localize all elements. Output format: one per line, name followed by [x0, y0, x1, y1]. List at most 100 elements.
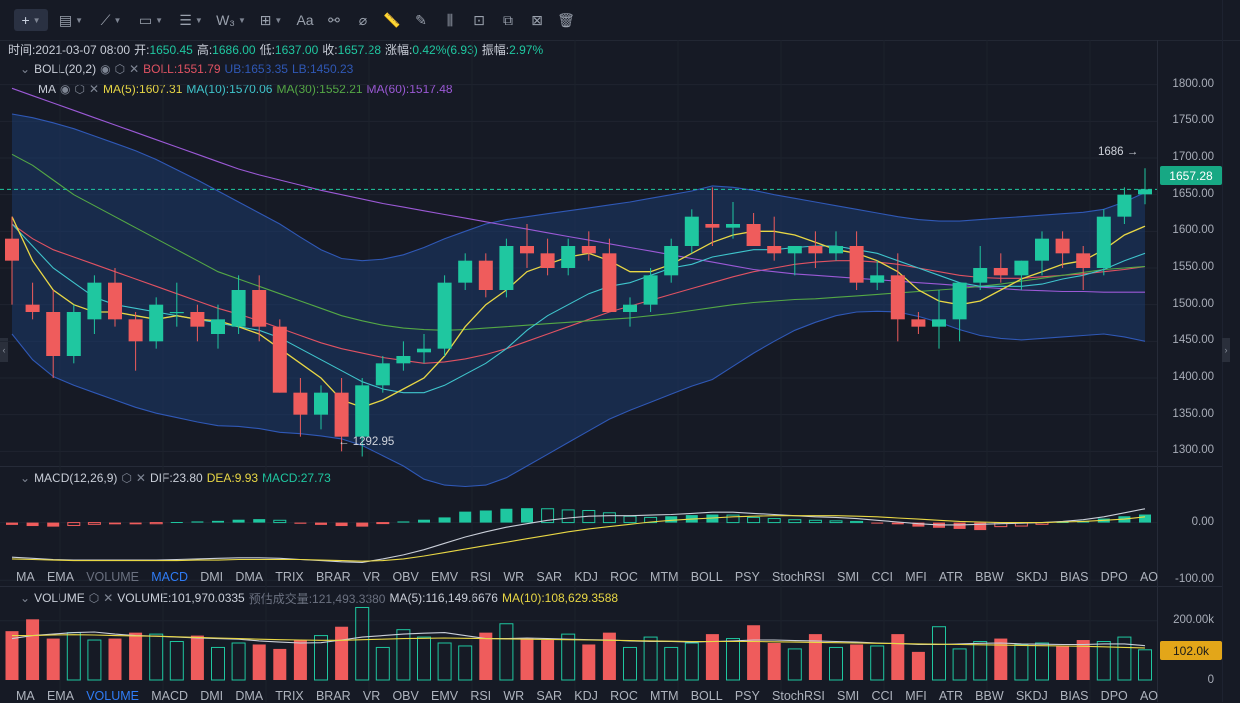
collapse-chevron-icon[interactable]: ⌄: [20, 62, 31, 76]
indicator-tab-cci[interactable]: CCI: [871, 570, 893, 584]
indicator-tab-atr[interactable]: ATR: [938, 689, 963, 703]
indicator-tab-rsi[interactable]: RSI: [470, 570, 492, 584]
indicator-tab-ema[interactable]: EMA: [46, 570, 75, 584]
scroll-left-icon[interactable]: ‹: [0, 338, 8, 362]
macd-histogram-bar: [397, 521, 410, 523]
indicator-tab-psy[interactable]: PSY: [734, 689, 760, 703]
indicator-tab-wr[interactable]: WR: [503, 689, 525, 703]
indicator-tab-brar[interactable]: BRAR: [315, 689, 351, 703]
indicator-tab-bias[interactable]: BIAS: [1059, 570, 1089, 584]
scroll-right-icon[interactable]: ›: [1222, 338, 1230, 362]
indicator-tab-boll[interactable]: BOLL: [690, 570, 723, 584]
macd-histogram-bar: [26, 522, 39, 527]
indicator-tab-obv[interactable]: OBV: [392, 570, 419, 584]
gann-tool-tool-button[interactable]: ☰ ▼: [174, 9, 208, 31]
indicator-tab-skdj[interactable]: SKDJ: [1015, 689, 1048, 703]
indicator-tab-dmi[interactable]: DMI: [200, 689, 224, 703]
measure-tool-tool-button[interactable]: ⊞ ▼: [254, 9, 288, 31]
fib-tool-tool-button[interactable]: ⟋ ▼: [94, 9, 128, 31]
volume-bar: [108, 638, 122, 680]
indicator-tab-volume[interactable]: VOLUME: [86, 689, 140, 703]
indicator-tab-ao[interactable]: AO: [1139, 689, 1159, 703]
volume-axis[interactable]: 200.00k 0: [1158, 586, 1222, 702]
eye-icon[interactable]: ◉: [60, 82, 71, 96]
settings-icon[interactable]: ⬡: [114, 62, 126, 76]
indicator-tab-kdj[interactable]: KDJ: [574, 689, 598, 703]
lock-tool-button[interactable]: ⊡: [468, 9, 490, 31]
close-label: 收:: [322, 42, 338, 57]
indicator-tab-mfi[interactable]: MFI: [905, 689, 927, 703]
indicator-tab-vr[interactable]: VR: [362, 570, 381, 584]
indicator-tab-emv[interactable]: EMV: [431, 689, 459, 703]
indicator-tab-bbw[interactable]: BBW: [975, 689, 1004, 703]
indicator-tab-sar[interactable]: SAR: [536, 689, 563, 703]
crosshair-tool-button[interactable]: + ▼: [14, 9, 48, 31]
collapse-chevron-icon[interactable]: ⌄: [20, 591, 31, 605]
magnet-tool-button[interactable]: ⚯: [323, 9, 345, 31]
indicator-tab-kdj[interactable]: KDJ: [574, 570, 598, 584]
wave-tool-tool-button[interactable]: W₃ ▼: [214, 9, 248, 31]
indicator-tab-dmi[interactable]: DMI: [200, 570, 224, 584]
chart-canvas[interactable]: [0, 40, 1157, 702]
close-icon[interactable]: ✕: [135, 471, 146, 485]
indicator-tab-dma[interactable]: DMA: [235, 570, 264, 584]
brush-tool-button[interactable]: ✎: [410, 9, 432, 31]
indicator-tab-bias[interactable]: BIAS: [1059, 689, 1089, 703]
close-icon[interactable]: ✕: [129, 62, 140, 76]
indicator-tab-smi[interactable]: SMI: [837, 570, 860, 584]
indicator-tab-mfi[interactable]: MFI: [905, 570, 927, 584]
indicator-tab-volume[interactable]: VOLUME: [86, 570, 140, 584]
ruler-tool-button[interactable]: 📏: [381, 9, 403, 31]
settings-icon[interactable]: ⬡: [74, 82, 85, 96]
indicator-tab-ao[interactable]: AO: [1139, 570, 1159, 584]
rectangle-tool-tool-button[interactable]: ▭ ▼: [134, 9, 168, 31]
eraser-tool-button[interactable]: ⌀: [352, 9, 374, 31]
indicator-tab-trix[interactable]: TRIX: [275, 689, 304, 703]
close-icon[interactable]: ✕: [88, 82, 100, 96]
series-line-ub: [11, 113, 1146, 262]
indicator-tab-smi[interactable]: SMI: [837, 689, 860, 703]
pane-divider-macd: [0, 586, 1222, 587]
indicator-tab-wr[interactable]: WR: [503, 570, 525, 584]
copy-tool-button[interactable]: ⧉: [497, 9, 519, 31]
screenshot-tool-button[interactable]: ⊠: [526, 9, 548, 31]
indicator-tab-bbw[interactable]: BBW: [975, 570, 1004, 584]
indicator-tab-emv[interactable]: EMV: [431, 570, 459, 584]
indicator-tab-vr[interactable]: VR: [362, 689, 381, 703]
indicator-tab-rsi[interactable]: RSI: [470, 689, 492, 703]
indicator-tab-atr[interactable]: ATR: [938, 570, 963, 584]
indicator-tab-macd[interactable]: MACD: [151, 689, 189, 703]
eye-icon[interactable]: ◉: [100, 62, 111, 76]
indicator-tab-sar[interactable]: SAR: [536, 570, 563, 584]
indicator-tab-stochrsi[interactable]: StochRSI: [772, 570, 825, 584]
indicator-tab-brar[interactable]: BRAR: [315, 570, 351, 584]
price-axis[interactable]: 1800.00 1750.00 1700.00 1650.00 1600.00 1550.…: [1158, 40, 1222, 466]
indicator-tab-skdj[interactable]: SKDJ: [1015, 570, 1048, 584]
text-tool-tool-button[interactable]: Aa: [294, 9, 316, 31]
indicator-tab-boll[interactable]: BOLL: [690, 689, 723, 703]
collapse-chevron-icon[interactable]: ⌄: [20, 471, 31, 485]
indicator-tab-ma[interactable]: MA: [16, 570, 35, 584]
macd-axis[interactable]: 0.00 -100.00: [1158, 466, 1222, 586]
trash-tool-button[interactable]: 🗑: [555, 9, 577, 31]
indicator-tab-psy[interactable]: PSY: [734, 570, 760, 584]
trend-line-tool-button[interactable]: ▤ ▼: [54, 9, 88, 31]
indicator-tab-mtm[interactable]: MTM: [650, 570, 679, 584]
indicator-tab-obv[interactable]: OBV: [392, 689, 419, 703]
indicator-tab-macd[interactable]: MACD: [151, 570, 189, 584]
indicator-tab-roc[interactable]: ROC: [610, 570, 638, 584]
bars-tool-button[interactable]: ⫼: [439, 9, 461, 31]
indicator-tab-ma[interactable]: MA: [16, 689, 35, 703]
indicator-tab-dma[interactable]: DMA: [235, 689, 264, 703]
indicator-tab-roc[interactable]: ROC: [610, 689, 638, 703]
indicator-tab-cci[interactable]: CCI: [871, 689, 893, 703]
indicator-tab-trix[interactable]: TRIX: [275, 570, 304, 584]
indicator-tab-dpo[interactable]: DPO: [1100, 689, 1128, 703]
indicator-tab-stochrsi[interactable]: StochRSI: [772, 689, 825, 703]
indicator-tab-dpo[interactable]: DPO: [1100, 570, 1128, 584]
indicator-tab-ema[interactable]: EMA: [46, 689, 75, 703]
close-icon[interactable]: ✕: [103, 591, 114, 605]
indicator-tab-mtm[interactable]: MTM: [650, 689, 679, 703]
settings-icon[interactable]: ⬡: [88, 591, 100, 605]
settings-icon[interactable]: ⬡: [121, 471, 132, 485]
